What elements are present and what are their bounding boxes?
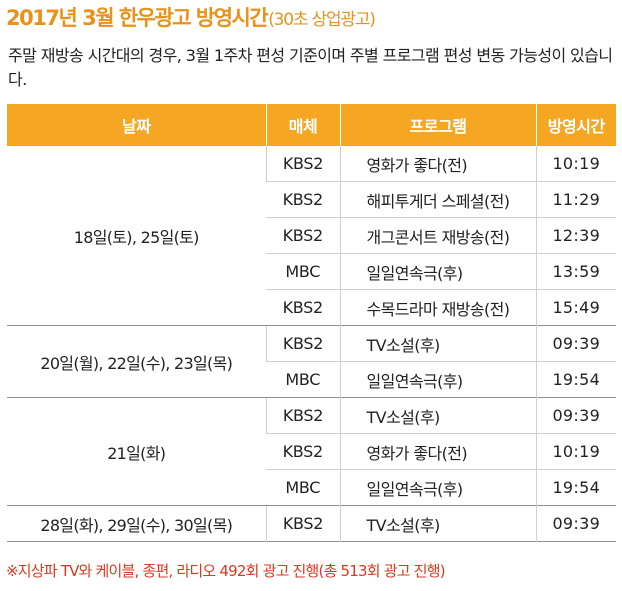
time-cell: 10:19 bbox=[535, 146, 616, 182]
table-row: 21일(화) KBS2 TV소설(후) 09:39 bbox=[7, 397, 616, 506]
schedule-table: 날짜 매체 프로그램 방영시간 18일(토), 25일(토) KBS2 영화가 … bbox=[7, 104, 616, 542]
program-cell: TV소설(후) bbox=[339, 397, 536, 434]
time-cell: 19:54 bbox=[535, 469, 616, 506]
program-cell: 일일연속극(후) bbox=[339, 361, 536, 398]
header-time: 방영시간 bbox=[535, 104, 616, 146]
description: 주말 재방송 시간대의 경우, 3월 1주차 편성 기준이며 주별 프로그램 편… bbox=[8, 46, 613, 89]
program-cell: 개그콘서트 재방송(전) bbox=[339, 217, 536, 254]
header-row: 날짜 매체 프로그램 방영시간 bbox=[7, 104, 616, 146]
header-date: 날짜 bbox=[7, 104, 266, 146]
table-row: MBC 일일연속극(후) 13:59 bbox=[7, 253, 616, 290]
table-row: 18일(토), 25일(토) KBS2 영화가 좋다(전) 10:19 bbox=[7, 146, 616, 247]
header-media: 매체 bbox=[265, 104, 340, 146]
table-row: MBC 일일연속극(후) 19:54 bbox=[7, 361, 616, 398]
media-cell: MBC bbox=[266, 361, 340, 398]
media-cell: KBS2 bbox=[266, 289, 340, 326]
program-cell: 해피투게더 스페셜(전) bbox=[339, 181, 536, 218]
title-main: 2017년 3월 한우광고 방영시간 bbox=[6, 6, 269, 30]
table-row: KBS2 영화가 좋다(전) 10:19 bbox=[7, 433, 616, 470]
time-cell: 11:29 bbox=[535, 181, 616, 218]
table-row: KBS2 해피투게더 스페셜(전) 11:29 bbox=[7, 181, 616, 218]
table-row: MBC 일일연속극(후) 19:54 bbox=[7, 469, 616, 506]
time-cell: 10:19 bbox=[535, 433, 616, 470]
time-cell: 13:59 bbox=[535, 253, 616, 290]
media-cell: KBS2 bbox=[265, 325, 340, 362]
footnote: ※지상파 TV와 케이블, 종편, 라디오 492회 광고 진행(총 513회 … bbox=[6, 562, 446, 580]
date-cell: 21일(화) bbox=[7, 397, 266, 506]
media-cell: KBS2 bbox=[265, 397, 340, 434]
program-cell: 일일연속극(후) bbox=[339, 469, 536, 506]
time-cell: 09:39 bbox=[535, 505, 616, 542]
program-cell: 영화가 좋다(전) bbox=[339, 146, 536, 182]
media-cell: KBS2 bbox=[266, 433, 340, 470]
media-cell: MBC bbox=[266, 469, 340, 506]
media-cell: KBS2 bbox=[266, 181, 340, 218]
time-cell: 12:39 bbox=[535, 217, 616, 254]
program-cell: TV소설(후) bbox=[339, 325, 536, 362]
program-cell: 영화가 좋다(전) bbox=[339, 433, 536, 470]
media-cell: KBS2 bbox=[266, 217, 340, 254]
date-cell: 18일(토), 25일(토) bbox=[73, 227, 200, 247]
program-cell: TV소설(후) bbox=[339, 505, 536, 542]
table-row: 28일(화), 29일(수), 30일(목) KBS2 TV소설(후) 09:3… bbox=[7, 505, 616, 542]
title-sub: (30초 상업광고) bbox=[268, 10, 376, 30]
table-row: KBS2 개그콘서트 재방송(전) 12:39 bbox=[7, 217, 616, 254]
media-cell: KBS2 bbox=[265, 505, 340, 542]
program-cell: 일일연속극(후) bbox=[339, 253, 536, 290]
time-cell: 19:54 bbox=[535, 361, 616, 398]
page-title: 2017년 3월 한우광고 방영시간(30초 상업광고) bbox=[6, 2, 376, 32]
time-cell: 15:49 bbox=[535, 289, 616, 326]
date-cell: 20일(월), 22일(수), 23일(목) bbox=[7, 325, 266, 398]
time-cell: 09:39 bbox=[535, 397, 616, 434]
media-cell: KBS2 bbox=[265, 146, 340, 182]
media-cell: MBC bbox=[266, 253, 340, 290]
table-row: KBS2 수목드라마 재방송(전) 15:49 bbox=[7, 289, 616, 326]
table-row: 20일(월), 22일(수), 23일(목) KBS2 TV소설(후) 09:3… bbox=[7, 325, 616, 398]
date-cell: 28일(화), 29일(수), 30일(목) bbox=[7, 505, 266, 542]
time-cell: 09:39 bbox=[535, 325, 616, 362]
schedule-body: 18일(토), 25일(토) KBS2 영화가 좋다(전) 10:19 KBS2… bbox=[7, 146, 616, 542]
program-cell: 수목드라마 재방송(전) bbox=[339, 289, 536, 326]
header-program: 프로그램 bbox=[339, 104, 536, 146]
